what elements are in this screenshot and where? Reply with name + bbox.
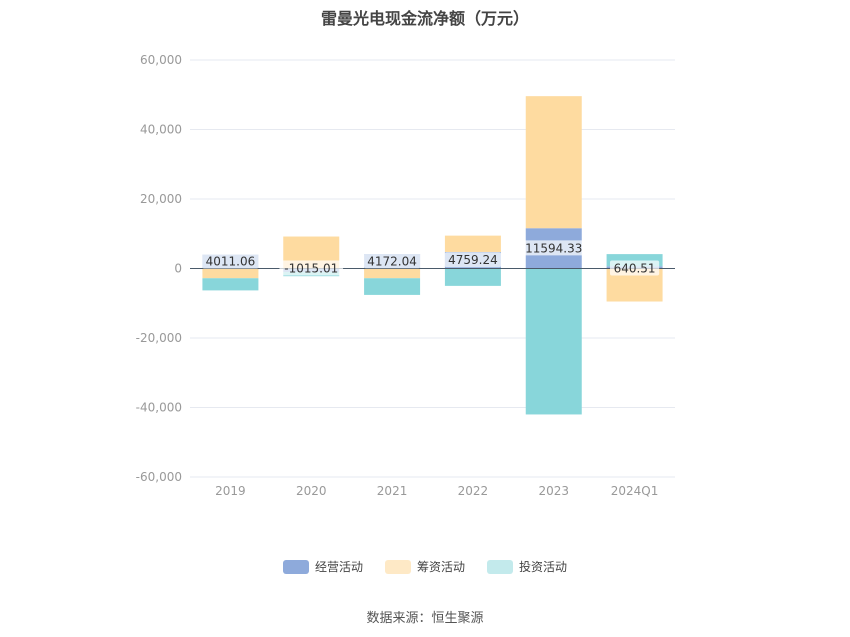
data-label: 11594.33 bbox=[525, 241, 582, 255]
y-tick-label: -40,000 bbox=[136, 401, 182, 415]
legend-item-financing[interactable]: 筹资活动 bbox=[384, 558, 465, 575]
legend-label-investing: 投资活动 bbox=[519, 560, 568, 574]
data-label-bg bbox=[279, 260, 344, 276]
x-tick-label: 2019 bbox=[215, 484, 246, 498]
data-label-bg bbox=[521, 240, 586, 256]
x-tick-label: 2022 bbox=[458, 484, 489, 498]
stacked-bar-chart: 60,000 40,000 20,000 0 -20,000 -40,000 -60,000… bbox=[136, 53, 675, 498]
y-tick-label: 60,000 bbox=[140, 53, 182, 67]
bar-investing-2023 bbox=[525, 268, 582, 415]
y-tick-label: 0 bbox=[174, 262, 182, 276]
y-tick-label: -60,000 bbox=[136, 470, 182, 484]
x-tick-label: 2023 bbox=[538, 484, 569, 498]
legend: 经营活动 筹资活动 投资活动 bbox=[0, 558, 850, 575]
bar-financing-2023 bbox=[525, 96, 582, 229]
data-label: 4011.06 bbox=[206, 255, 256, 269]
data-label: 4759.24 bbox=[448, 253, 498, 267]
data-label-bg bbox=[202, 253, 259, 269]
data-labels: 4011.06 -1015.01 4172.04 4759.24 11594.33 640… bbox=[202, 240, 660, 276]
legend-swatch-financing bbox=[384, 559, 411, 574]
legend-item-operating[interactable]: 经营活动 bbox=[282, 558, 363, 575]
chart-title: 雷曼光电现金流净额（万元） bbox=[320, 9, 529, 28]
bar-investing-2022 bbox=[444, 268, 501, 286]
data-label: 4172.04 bbox=[367, 254, 417, 268]
bar-financing-2019 bbox=[202, 268, 259, 279]
legend-item-investing[interactable]: 投资活动 bbox=[487, 558, 567, 575]
bars bbox=[202, 96, 663, 415]
bar-investing-2019 bbox=[202, 278, 259, 291]
data-label: 640.51 bbox=[614, 262, 656, 276]
legend-swatch-operating bbox=[282, 559, 309, 574]
y-tick-label: 20,000 bbox=[140, 192, 182, 206]
y-tick-label: -20,000 bbox=[136, 331, 182, 345]
x-tick-label: 2021 bbox=[377, 484, 408, 498]
bar-investing-2021 bbox=[364, 278, 421, 295]
legend-swatch-investing bbox=[487, 559, 513, 574]
grid-lines bbox=[190, 59, 675, 478]
legend-label-financing: 筹资活动 bbox=[416, 560, 465, 574]
bar-financing-2022 bbox=[444, 235, 501, 252]
data-label: -1015.01 bbox=[284, 262, 338, 276]
x-axis-ticks: 2019 2020 2021 2022 2023 2024Q1 bbox=[215, 484, 658, 498]
y-tick-label: 40,000 bbox=[140, 123, 182, 137]
data-label-bg bbox=[609, 260, 660, 276]
data-source: 数据来源：恒生聚源 bbox=[366, 611, 484, 626]
data-label-bg bbox=[444, 252, 502, 268]
x-tick-label: 2020 bbox=[296, 484, 327, 498]
y-axis-ticks: 60,000 40,000 20,000 0 -20,000 -40,000 -60,000 bbox=[136, 53, 182, 484]
x-tick-label: 2024Q1 bbox=[611, 484, 659, 498]
data-label-bg bbox=[363, 253, 421, 269]
bar-financing-2021 bbox=[364, 268, 421, 279]
legend-label-operating: 经营活动 bbox=[314, 560, 363, 574]
